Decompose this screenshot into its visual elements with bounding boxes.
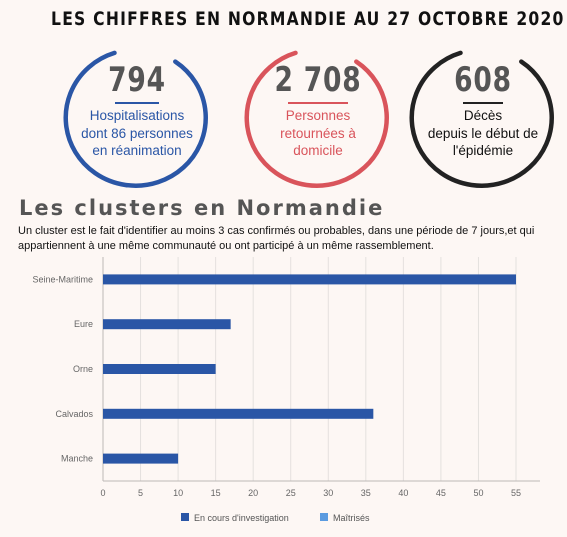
stat-line: Décès (463, 108, 503, 123)
stat-ring (244, 50, 389, 188)
x-tick-label: 30 (323, 488, 333, 498)
legend-swatch (181, 513, 189, 521)
x-tick-label: 5 (138, 488, 143, 498)
bar (103, 319, 231, 330)
stat-line: domicile (293, 143, 343, 158)
stat-underline (115, 102, 159, 104)
stat-deces: 608 Décès depuis le début de l'épidémie (405, 48, 561, 190)
stat-number: 2 708 (274, 60, 362, 100)
legend-label: En cours d'investigation (194, 513, 289, 523)
x-tick-label: 55 (511, 488, 521, 498)
y-tick-label: Orne (73, 364, 93, 374)
section-subtitle: Un cluster est le fait d'identifier au m… (18, 225, 535, 252)
stat-ring (63, 50, 208, 188)
stat-underline (288, 102, 348, 104)
legend-label: Maîtrisés (333, 513, 370, 523)
stat-number: 608 (454, 60, 512, 100)
stat-description: Personnes retournées à domicile (248, 107, 388, 160)
y-tick-label: Seine-Maritime (32, 274, 93, 284)
stat-ring (409, 50, 554, 188)
stat-retours-domicile: 2 708 Personnes retournées à domicile (240, 48, 396, 190)
stat-line: Personnes (285, 108, 351, 123)
stat-line: en réanimation (92, 143, 182, 158)
stat-line: depuis le début de (427, 125, 539, 141)
stat-description: Hospitalisations dont 86 personnes en ré… (67, 107, 207, 160)
stat-hospitalisations: 794 Hospitalisations dont 86 personnes e… (59, 48, 215, 190)
y-tick-label: Manche (61, 454, 93, 464)
headline: LES CHIFFRES EN NORMANDIE AU 27 OCTOBRE … (51, 8, 565, 30)
x-tick-label: 20 (248, 488, 258, 498)
stat-line: retournées à (280, 125, 356, 141)
x-tick-label: 45 (436, 488, 446, 498)
x-tick-label: 15 (211, 488, 221, 498)
y-tick-label: Calvados (55, 409, 93, 419)
x-tick-label: 50 (473, 488, 483, 498)
x-tick-label: 40 (398, 488, 408, 498)
x-tick-label: 35 (361, 488, 371, 498)
x-tick-label: 0 (100, 488, 105, 498)
x-tick-label: 10 (173, 488, 183, 498)
clusters-bar-chart: 0 5 10 15 20 25 30 35 40 45 50 55 Seine-Maritime Eure… (32, 257, 540, 523)
stat-underline (463, 102, 503, 104)
stat-number: 794 (108, 60, 166, 100)
stat-line: Hospitalisations (89, 108, 185, 123)
bar (103, 364, 216, 374)
section-title: Les clusters en Normandie (19, 196, 385, 220)
x-tick-label: 25 (286, 488, 296, 498)
stat-line: dont 86 personnes (81, 125, 193, 141)
stat-description: Décès depuis le début de l'épidémie (413, 107, 553, 160)
y-tick-label: Eure (74, 319, 93, 329)
bar (103, 408, 374, 419)
legend-swatch (320, 513, 328, 521)
bar (103, 453, 179, 464)
bar (103, 274, 516, 285)
stat-line: l'épidémie (452, 143, 514, 158)
